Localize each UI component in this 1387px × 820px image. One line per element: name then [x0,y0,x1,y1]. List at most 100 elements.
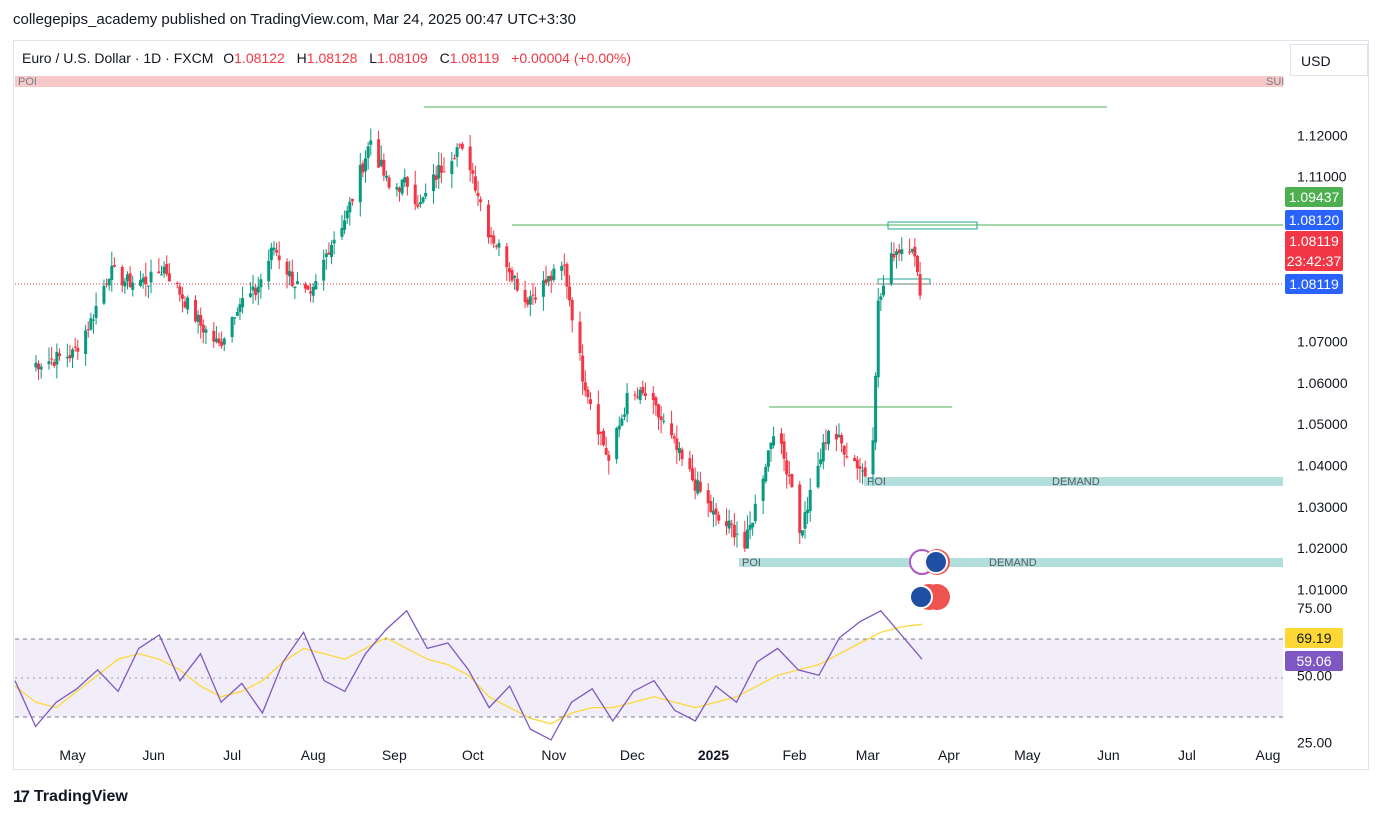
candle-body [382,159,386,176]
candle-body [76,347,80,352]
candle-body [479,199,483,203]
time-tick-label: May [1014,747,1040,763]
time-tick-label: Oct [462,747,484,763]
tradingview-logo-icon: 17 [13,787,30,806]
candle-body [309,291,313,294]
candle-body [672,436,676,439]
close-label: C [439,50,450,66]
candle-body [497,243,501,248]
candle-body [222,338,226,345]
eu-flag-icon[interactable] [924,550,948,574]
candle-body [717,514,721,521]
candle-body [871,440,875,475]
candle-body [633,394,637,396]
candle-body [798,484,802,534]
candle-body [476,192,480,197]
candle-body [507,268,511,273]
candle-body [570,300,574,321]
event-icons-upper[interactable] [909,549,950,575]
tradingview-footer[interactable]: 17 TradingView [13,787,128,807]
price-tick-label: 1.03000 [1297,499,1348,515]
candle-body [779,433,783,444]
candle-body [196,314,200,322]
candle-body [895,251,899,255]
rsi-ma-line[interactable] [14,623,923,725]
candle-body [725,521,729,527]
candle-body [110,265,114,280]
time-tick-label: Aug [301,747,326,763]
candle-body [256,286,260,293]
candle-body [693,479,697,491]
candle-body [769,442,773,450]
candle-body [387,177,391,188]
candle-body [651,393,655,401]
candle-body [141,277,145,283]
symbol-title[interactable]: Euro / U.S. Dollar · 1D · FXCM [22,50,214,66]
candle-body [128,273,132,287]
candle-body [112,265,116,267]
candle-body [863,467,867,477]
candle-body [596,404,600,435]
candle-body [853,457,857,462]
candle-body [235,312,239,316]
candle-body [552,268,556,281]
price-tick-label: 1.12000 [1297,127,1348,143]
candle-body [345,210,349,219]
candle-body [157,271,161,274]
candle-body [643,393,647,397]
rsi-tick-label: 75.00 [1297,600,1332,616]
candle-body [915,255,919,273]
top-resistance-zone [15,76,1283,87]
candle-body [772,436,776,446]
demand-mid-poi-label: POI [867,476,886,488]
candle-body [306,285,310,290]
candle-body [918,274,922,296]
eu-flag-icon-2[interactable] [909,585,933,609]
candle-body [180,294,184,299]
candle-body [65,356,69,359]
time-tick-label: Feb [782,747,806,763]
candle-body [486,204,490,238]
candle-body [588,399,592,404]
candle-body [583,382,587,391]
candle-body [766,450,770,467]
candle-body [230,317,234,338]
candle-body [322,259,326,281]
candle-body [547,276,551,282]
time-axis[interactable]: May Jun Jul Aug Sep Oct Nov Dec 2025 Feb Mar Apr May… [59,747,1280,763]
candle-body [139,279,143,286]
top-zone-label-left: POI [18,76,37,88]
candle-body [248,293,252,297]
rsi-pane[interactable]: 75.00 50.00 25.00 [14,600,1332,751]
candle-body [418,202,422,205]
candle-body [303,284,307,289]
candle-body [159,274,163,276]
time-tick-label: Apr [938,747,960,763]
price-axis[interactable]: 1.12000 1.11000 1.07000 1.06000 1.05000 1.040… [1297,127,1348,597]
price-tag-green: 1.09437 [1285,187,1343,207]
candle-body [366,146,370,158]
candle-body [238,304,242,313]
candle-body [636,396,640,398]
candle-body [91,319,95,321]
time-tick-label: May [59,747,85,763]
candle-body [790,474,794,488]
candle-body [343,220,347,230]
rsi-value-tag: 59.06 [1285,651,1343,671]
candle-body [272,247,276,251]
candle-body [416,204,420,207]
event-icons-lower[interactable] [909,584,950,610]
candle-body [604,448,608,455]
rsi-line[interactable] [14,609,923,741]
candle-body [311,286,315,296]
candle-body [622,414,626,417]
candle-body [638,389,642,401]
candle-body [523,289,527,303]
demand-low-label: DEMAND [989,557,1037,569]
candle-body [71,349,75,358]
candle-body [186,297,190,310]
candle-body [910,248,914,252]
chart-frame[interactable] [13,40,1369,770]
currency-button[interactable]: USD [1290,44,1368,76]
